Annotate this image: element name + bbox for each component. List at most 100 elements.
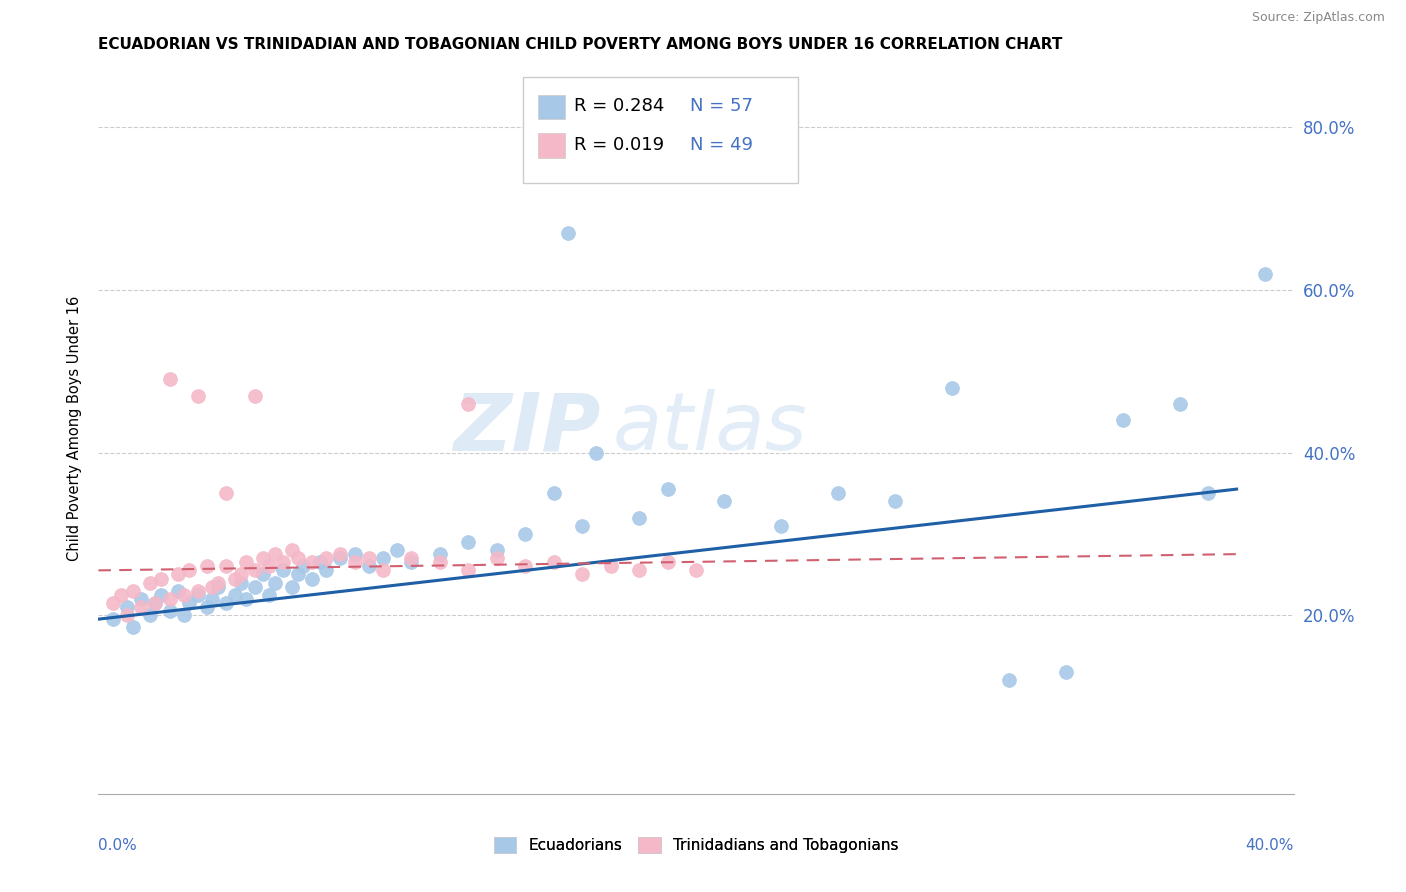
Point xyxy=(287,567,309,582)
Point xyxy=(138,608,160,623)
Point xyxy=(429,547,451,561)
Point xyxy=(571,567,593,582)
Point xyxy=(229,575,252,590)
Point xyxy=(224,572,246,586)
Point xyxy=(457,535,479,549)
Point xyxy=(657,555,679,569)
Point xyxy=(215,596,238,610)
Point xyxy=(115,599,138,614)
Point xyxy=(101,596,124,610)
Point xyxy=(115,608,138,623)
Point xyxy=(173,608,195,623)
Point xyxy=(129,599,152,614)
Point xyxy=(235,555,257,569)
Point xyxy=(201,580,224,594)
Text: R = 0.019: R = 0.019 xyxy=(574,136,664,154)
Text: atlas: atlas xyxy=(613,389,807,467)
Point xyxy=(281,543,304,558)
Point xyxy=(195,599,218,614)
Point xyxy=(998,673,1021,687)
Point xyxy=(429,555,451,569)
Text: N = 49: N = 49 xyxy=(690,136,754,154)
Point xyxy=(235,591,257,606)
Point xyxy=(357,559,380,574)
Point xyxy=(252,551,274,566)
Point xyxy=(159,591,181,606)
Point xyxy=(1054,665,1077,679)
Point xyxy=(385,543,409,558)
Point xyxy=(371,563,394,577)
Point xyxy=(628,563,651,577)
Point xyxy=(329,547,352,561)
Point xyxy=(557,226,579,240)
Point xyxy=(827,486,849,500)
Point xyxy=(585,445,607,459)
Point xyxy=(401,551,423,566)
Point xyxy=(770,518,793,533)
Text: ECUADORIAN VS TRINIDADIAN AND TOBAGONIAN CHILD POVERTY AMONG BOYS UNDER 16 CORRE: ECUADORIAN VS TRINIDADIAN AND TOBAGONIAN… xyxy=(98,37,1063,52)
Point xyxy=(159,372,181,386)
Point xyxy=(229,567,252,582)
FancyBboxPatch shape xyxy=(538,95,565,119)
Y-axis label: Child Poverty Among Boys Under 16: Child Poverty Among Boys Under 16 xyxy=(67,295,83,561)
Point xyxy=(315,551,337,566)
Point xyxy=(179,563,201,577)
Point xyxy=(343,555,366,569)
Point xyxy=(281,580,304,594)
Point xyxy=(357,551,380,566)
Text: Source: ZipAtlas.com: Source: ZipAtlas.com xyxy=(1251,11,1385,24)
Point xyxy=(315,563,337,577)
Point xyxy=(263,575,285,590)
Point xyxy=(215,559,238,574)
Point xyxy=(263,547,285,561)
Point xyxy=(485,551,508,566)
Point xyxy=(143,596,166,610)
Point xyxy=(301,555,323,569)
Text: 0.0%: 0.0% xyxy=(98,838,138,853)
Point xyxy=(309,555,332,569)
Point xyxy=(257,559,280,574)
Point xyxy=(287,551,309,566)
Text: R = 0.284: R = 0.284 xyxy=(574,97,665,115)
Point xyxy=(243,389,266,403)
Point xyxy=(457,397,479,411)
Point xyxy=(543,486,565,500)
Point xyxy=(101,612,124,626)
Point xyxy=(543,555,565,569)
Point xyxy=(195,559,218,574)
Point xyxy=(515,559,537,574)
Point xyxy=(224,588,246,602)
Point xyxy=(1254,267,1277,281)
Point xyxy=(252,567,274,582)
Point xyxy=(167,583,190,598)
Point xyxy=(713,494,735,508)
Point xyxy=(187,583,209,598)
Point xyxy=(884,494,907,508)
Point xyxy=(179,596,201,610)
Point xyxy=(343,547,366,561)
Point xyxy=(329,551,352,566)
Point xyxy=(121,583,143,598)
Point xyxy=(457,563,479,577)
Point xyxy=(257,588,280,602)
Point xyxy=(110,588,132,602)
Point xyxy=(292,559,315,574)
Point xyxy=(143,596,166,610)
Point xyxy=(207,575,229,590)
Point xyxy=(173,588,195,602)
Point xyxy=(273,555,295,569)
Text: 40.0%: 40.0% xyxy=(1246,838,1294,853)
Point xyxy=(1168,397,1191,411)
Point xyxy=(371,551,394,566)
Point xyxy=(485,543,508,558)
Legend: Ecuadorians, Trinidadians and Tobagonians: Ecuadorians, Trinidadians and Tobagonian… xyxy=(488,831,904,859)
Point xyxy=(571,518,593,533)
Text: N = 57: N = 57 xyxy=(690,97,754,115)
Point xyxy=(150,572,173,586)
Point xyxy=(167,567,190,582)
Point xyxy=(129,591,152,606)
Point xyxy=(301,572,323,586)
Point xyxy=(243,580,266,594)
Point xyxy=(187,588,209,602)
Point xyxy=(201,591,224,606)
